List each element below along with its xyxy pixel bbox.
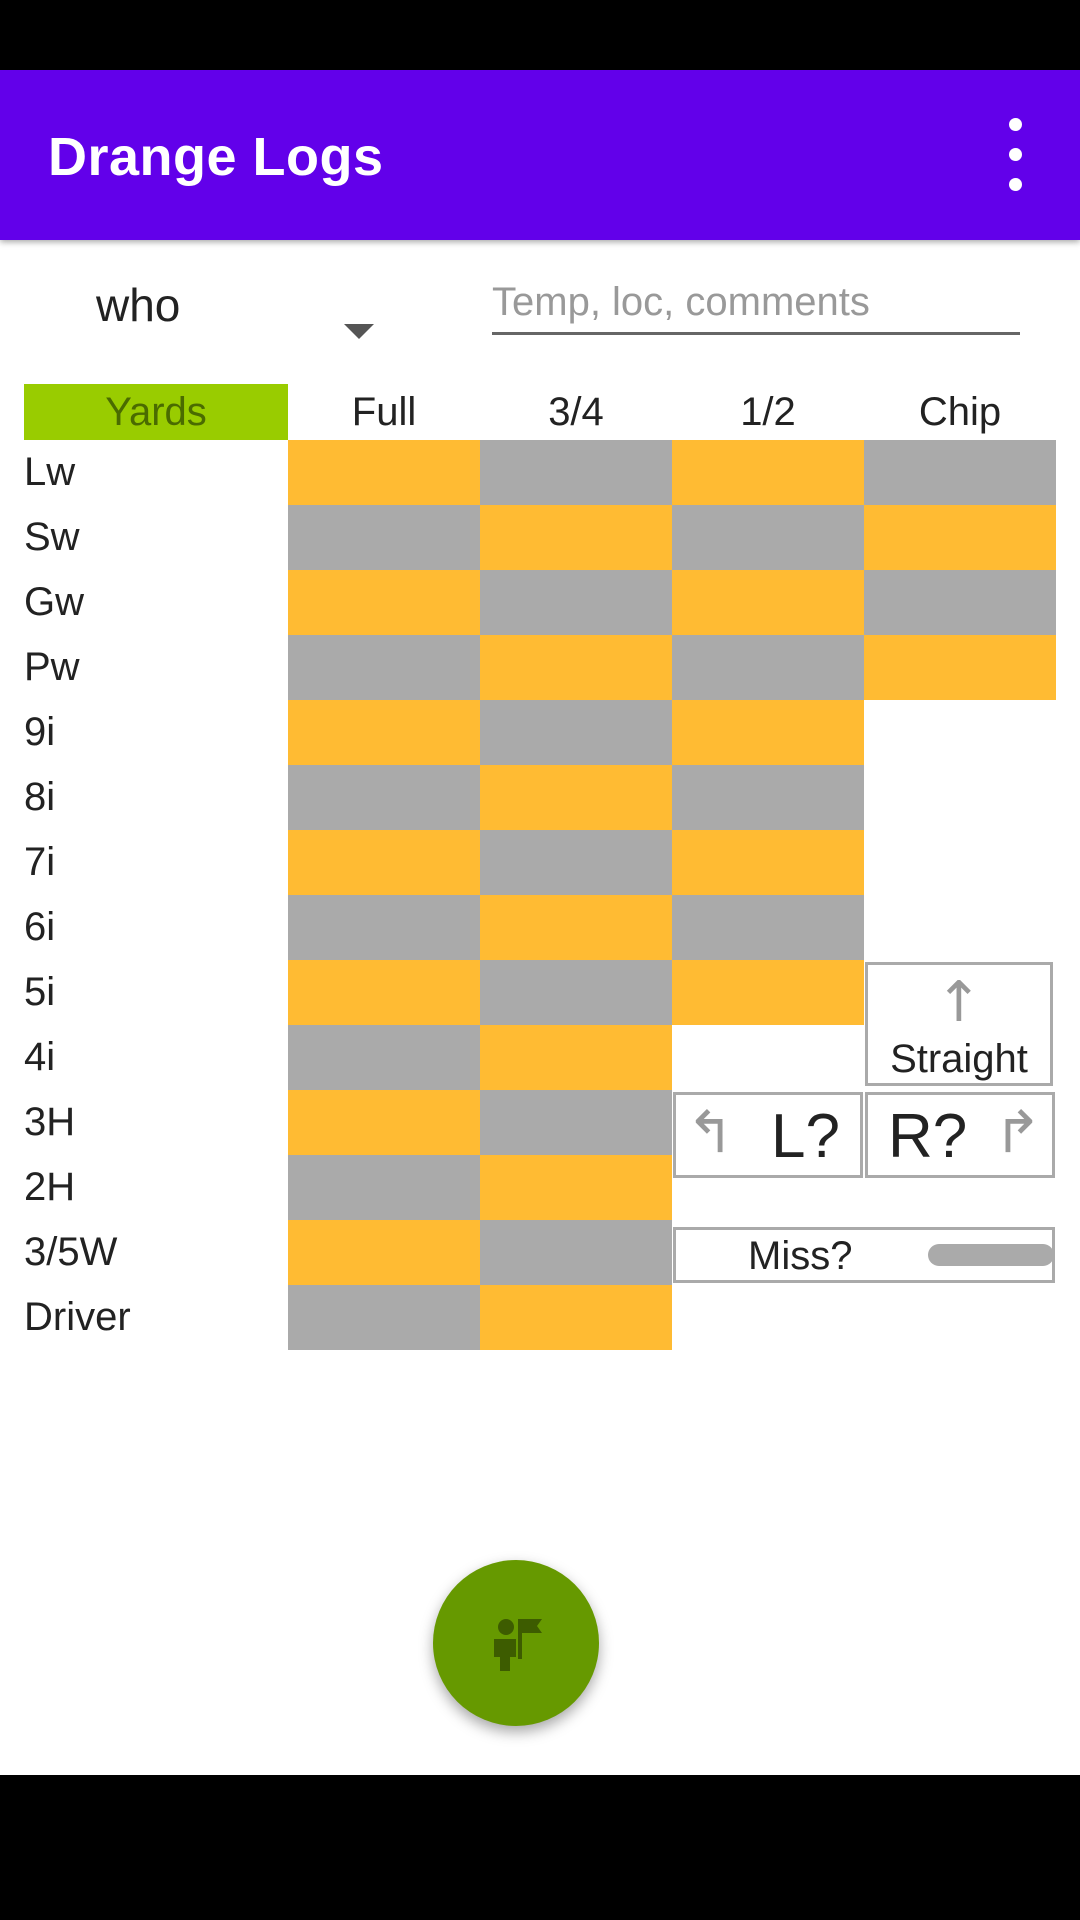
yardage-cell[interactable] [672, 440, 864, 505]
yardage-cell[interactable] [480, 895, 672, 960]
yardage-cell[interactable] [288, 830, 480, 895]
yardage-cell[interactable] [288, 1220, 480, 1285]
column-header: 1/2 [740, 390, 796, 434]
yardage-cell[interactable] [480, 1090, 672, 1155]
yardage-cell[interactable] [288, 440, 480, 505]
dropdown-arrow-icon [344, 324, 374, 339]
club-label: Lw [24, 450, 76, 494]
yardage-cell[interactable] [288, 765, 480, 830]
yardage-cell[interactable] [672, 765, 864, 830]
yardage-cell[interactable] [480, 1155, 672, 1220]
club-label: Pw [24, 645, 80, 689]
main-content: who Yards Full 3/4 1/2 Chip Lw Sw Gw Pw 9i 8i 7i 6… [0, 240, 1080, 1775]
comments-input[interactable] [492, 272, 1020, 335]
yardage-cell[interactable] [672, 700, 864, 765]
player-dropdown-value: who [96, 279, 181, 331]
yardage-cell[interactable] [864, 570, 1056, 635]
column-header: 3/4 [548, 390, 604, 434]
yardage-cell[interactable] [288, 1155, 480, 1220]
app-title: Drange Logs [48, 127, 384, 187]
club-label: 4i [24, 1035, 56, 1079]
yardage-cell[interactable] [288, 895, 480, 960]
left-label: L? [771, 1102, 840, 1171]
yardage-cell[interactable] [288, 570, 480, 635]
yardage-cell[interactable] [864, 635, 1056, 700]
miss-toggle[interactable]: Miss? [673, 1227, 1055, 1283]
column-header: Chip [918, 390, 1002, 434]
straight-button[interactable]: ↑ Straight [865, 962, 1053, 1086]
right-miss-button[interactable]: R? ↱ [865, 1092, 1055, 1178]
column-header: Full [351, 390, 417, 434]
log-shot-fab[interactable] [433, 1560, 599, 1726]
club-label: Driver [24, 1295, 131, 1339]
navigation-bar [0, 1775, 1080, 1920]
club-label: 2H [24, 1165, 76, 1209]
club-label: 8i [24, 775, 56, 819]
yardage-cell[interactable] [288, 960, 480, 1025]
yardage-cell[interactable] [288, 635, 480, 700]
yardage-cell[interactable] [288, 1025, 480, 1090]
left-miss-button[interactable]: ↰ L? [673, 1092, 863, 1178]
status-bar [0, 0, 1080, 70]
club-label: 3/5W [24, 1230, 118, 1274]
yardage-cell[interactable] [672, 895, 864, 960]
app-bar: Drange Logs [0, 70, 1080, 240]
yardage-cell[interactable] [480, 1285, 672, 1350]
yardage-cell[interactable] [288, 1090, 480, 1155]
club-label: 7i [24, 840, 56, 884]
golfer-flag-icon [494, 1619, 542, 1671]
miss-label: Miss? [748, 1234, 853, 1278]
yardage-cell[interactable] [480, 635, 672, 700]
club-label: 6i [24, 905, 56, 949]
yardage-cell[interactable] [480, 1220, 672, 1285]
club-label: Gw [24, 580, 84, 624]
right-label: R? [888, 1102, 968, 1171]
player-dropdown[interactable]: who [96, 270, 386, 340]
yardage-cell[interactable] [480, 570, 672, 635]
overflow-menu-icon[interactable] [980, 110, 1050, 200]
yardage-cell[interactable] [864, 505, 1056, 570]
yardage-cell[interactable] [480, 765, 672, 830]
club-label: Sw [24, 515, 80, 559]
yardage-cell[interactable] [672, 960, 864, 1025]
yardage-cell[interactable] [288, 505, 480, 570]
yardage-cell[interactable] [672, 570, 864, 635]
yardage-cell[interactable] [672, 505, 864, 570]
yardage-cell[interactable] [480, 440, 672, 505]
yardage-cell[interactable] [480, 505, 672, 570]
club-label: 5i [24, 970, 56, 1014]
turn-left-icon: ↰ [686, 1098, 735, 1166]
club-label: 9i [24, 710, 56, 754]
turn-right-icon: ↱ [993, 1098, 1042, 1166]
yardage-cell[interactable] [480, 830, 672, 895]
yardage-cell[interactable] [672, 635, 864, 700]
yards-header: Yards [24, 384, 288, 440]
yardage-cell[interactable] [480, 1025, 672, 1090]
yardage-cell[interactable] [480, 960, 672, 1025]
straight-label: Straight [890, 1037, 1028, 1081]
miss-switch[interactable] [928, 1244, 1054, 1266]
yardage-cell[interactable] [480, 700, 672, 765]
yardage-cell[interactable] [288, 1285, 480, 1350]
arrow-up-icon: ↑ [935, 970, 983, 1035]
yardage-cell[interactable] [288, 700, 480, 765]
club-label: 3H [24, 1100, 76, 1144]
yardage-cell[interactable] [864, 440, 1056, 505]
yardage-cell[interactable] [672, 830, 864, 895]
